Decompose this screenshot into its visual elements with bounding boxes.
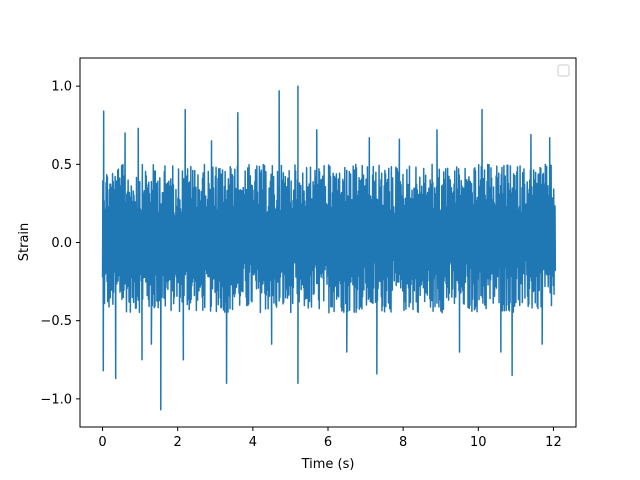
y-tick-label: −1.0 [40,392,72,407]
y-axis-label: Strain [17,223,32,262]
x-tick-label: 4 [249,435,257,450]
y-tick-label: 0.5 [51,158,72,173]
strain-series-line [101,85,557,411]
x-axis: 0 2 4 6 8 10 12 [98,427,562,450]
x-tick-label: 6 [324,435,332,450]
x-tick-label: 0 [98,435,106,450]
y-tick-label: −0.5 [40,314,72,329]
legend-box [557,64,570,77]
y-axis: −1.0 −0.5 0.0 0.5 1.0 [40,80,80,407]
x-tick-label: 8 [399,435,407,450]
y-tick-label: 1.0 [51,80,72,95]
x-axis-label: Time (s) [301,457,355,472]
y-tick-label: 0.0 [51,236,72,251]
x-tick-label: 10 [470,435,487,450]
x-tick-label: 12 [545,435,562,450]
series-layer [101,85,557,411]
x-tick-label: 2 [174,435,182,450]
